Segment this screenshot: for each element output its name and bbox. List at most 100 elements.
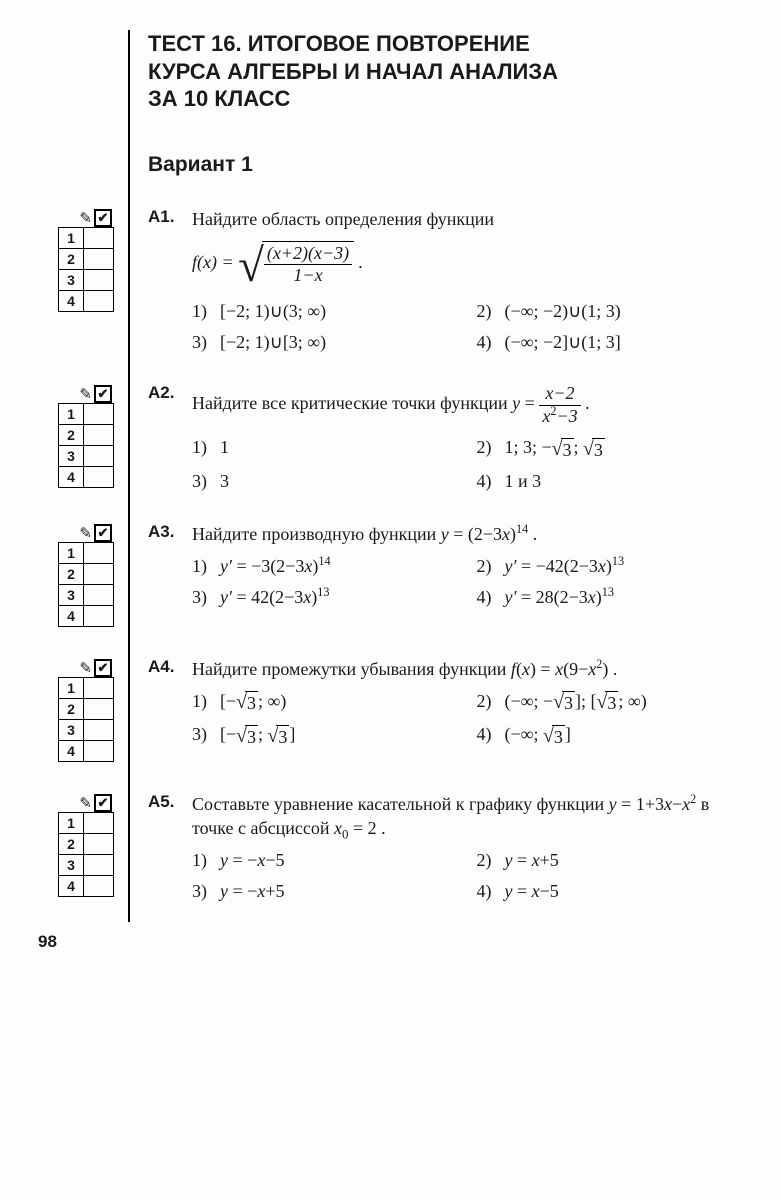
answer-grid-row: 3 bbox=[58, 446, 114, 467]
question: ✎✔1234А5.Составьте уравнение касательной… bbox=[30, 792, 751, 903]
option-number: 2) bbox=[477, 691, 505, 714]
answer-grid-cell[interactable] bbox=[84, 270, 112, 290]
header-line-3: ЗА 10 КЛАСС bbox=[148, 86, 290, 111]
option: 2)y = x+5 bbox=[477, 850, 752, 871]
question-head: А1.Найдите область определения функции bbox=[148, 207, 751, 231]
option: 2)(−∞; −√3]; [√3; ∞) bbox=[477, 691, 752, 714]
question-number: А4. bbox=[148, 657, 192, 681]
answer-grid-cell[interactable] bbox=[84, 543, 112, 563]
pencil-icon: ✎ bbox=[79, 794, 92, 812]
answer-grid-row: 4 bbox=[58, 606, 114, 627]
option-value: 3 bbox=[220, 471, 229, 492]
test-header: ТЕСТ 16. ИТОГОВОЕ ПОВТОРЕНИЕ КУРСА АЛГЕБ… bbox=[148, 30, 751, 113]
answer-grid-row: 1 bbox=[58, 677, 114, 699]
answer-grid: ✎✔1234 bbox=[30, 383, 118, 492]
answer-grid-row-number: 4 bbox=[59, 741, 84, 761]
option-value: (−∞; √3] bbox=[505, 724, 571, 747]
options-grid: 1)y = −x−52)y = x+53)y = −x+54)y = x−5 bbox=[192, 850, 751, 902]
answer-grid-cell[interactable] bbox=[84, 855, 112, 875]
header-line-2: КУРСА АЛГЕБРЫ И НАЧАЛ АНАЛИЗА bbox=[148, 59, 558, 84]
option: 1)[−2; 1)∪(3; ∞) bbox=[192, 301, 467, 322]
answer-grid-cell[interactable] bbox=[84, 741, 112, 761]
answer-grid-cell[interactable] bbox=[84, 228, 112, 248]
option-value: y = x−5 bbox=[505, 881, 559, 902]
answer-grid-row-number: 4 bbox=[59, 291, 84, 311]
variant-title: Вариант 1 bbox=[148, 153, 751, 177]
answer-grid-cell[interactable] bbox=[84, 876, 112, 896]
option-number: 3) bbox=[192, 332, 220, 353]
question-head: А4.Найдите промежутки убывания функции f… bbox=[148, 657, 751, 681]
answer-grid-cell[interactable] bbox=[84, 720, 112, 740]
check-icon: ✔ bbox=[94, 209, 112, 227]
answer-grid-cell[interactable] bbox=[84, 606, 112, 626]
options-grid: 1)12)1; 3; −√3; √33)34)1 и 3 bbox=[192, 437, 751, 491]
question-body: А5.Составьте уравнение касательной к гра… bbox=[148, 792, 751, 903]
answer-grid: ✎✔1234 bbox=[30, 657, 118, 762]
answer-grid-row: 4 bbox=[58, 467, 114, 488]
option-value: y′ = −3(2−3x)14 bbox=[220, 556, 331, 577]
answer-grid-row: 2 bbox=[58, 425, 114, 446]
option-value: 1; 3; −√3; √3 bbox=[505, 437, 605, 460]
option-number: 1) bbox=[192, 556, 220, 577]
options-grid: 1)[−2; 1)∪(3; ∞)2)(−∞; −2)∪(1; 3)3)[−2; … bbox=[192, 301, 751, 353]
question-body: А3.Найдите производную функции y = (2−3x… bbox=[148, 522, 751, 627]
option-value: (−∞; −2]∪(1; 3] bbox=[505, 332, 621, 353]
answer-grid-cell[interactable] bbox=[84, 699, 112, 719]
question-text: Найдите производную функции y = (2−3x)14… bbox=[192, 522, 751, 546]
answer-grid-cell[interactable] bbox=[84, 249, 112, 269]
answer-grid-row: 2 bbox=[58, 249, 114, 270]
option-value: y′ = 28(2−3x)13 bbox=[505, 587, 614, 608]
answer-grid-row-number: 1 bbox=[59, 404, 84, 424]
option-number: 1) bbox=[192, 850, 220, 871]
options-grid: 1)[−√3; ∞)2)(−∞; −√3]; [√3; ∞)3)[−√3; √3… bbox=[192, 691, 751, 748]
option-value: 1 и 3 bbox=[505, 471, 542, 492]
check-icon: ✔ bbox=[94, 794, 112, 812]
option-number: 2) bbox=[477, 850, 505, 871]
option-number: 1) bbox=[192, 301, 220, 322]
question-text: Найдите промежутки убывания функции f(x)… bbox=[192, 657, 751, 681]
option: 4)y = x−5 bbox=[477, 881, 752, 902]
option-number: 1) bbox=[192, 691, 220, 714]
answer-grid-row: 3 bbox=[58, 585, 114, 606]
answer-grid-row-number: 2 bbox=[59, 699, 84, 719]
answer-grid-cell[interactable] bbox=[84, 834, 112, 854]
answer-grid-row: 2 bbox=[58, 834, 114, 855]
option-number: 4) bbox=[477, 881, 505, 902]
pencil-icon: ✎ bbox=[79, 209, 92, 227]
answer-grid-cell[interactable] bbox=[84, 291, 112, 311]
question-head: А5.Составьте уравнение касательной к гра… bbox=[148, 792, 751, 841]
question: ✎✔1234А2.Найдите все критические точки ф… bbox=[30, 383, 751, 492]
answer-grid-row-number: 1 bbox=[59, 228, 84, 248]
question-formula: f(x) = √(x+2)(x−3)1−x . bbox=[192, 241, 751, 287]
answer-grid-row-number: 4 bbox=[59, 467, 84, 487]
answer-grid-row-number: 3 bbox=[59, 270, 84, 290]
question-number: А2. bbox=[148, 383, 192, 427]
answer-grid-cell[interactable] bbox=[84, 425, 112, 445]
option-number: 1) bbox=[192, 437, 220, 460]
option: 4)1 и 3 bbox=[477, 471, 752, 492]
question: ✎✔1234А1.Найдите область определения фун… bbox=[30, 207, 751, 353]
answer-grid-cell[interactable] bbox=[84, 564, 112, 584]
answer-grid-header: ✎✔ bbox=[30, 385, 118, 403]
answer-grid-header: ✎✔ bbox=[30, 659, 118, 677]
option-value: y′ = 42(2−3x)13 bbox=[220, 587, 329, 608]
answer-grid-row: 4 bbox=[58, 876, 114, 897]
question-text: Найдите область определения функции bbox=[192, 207, 751, 231]
option-value: (−∞; −2)∪(1; 3) bbox=[505, 301, 621, 322]
vertical-rule bbox=[128, 30, 130, 922]
answer-grid-row: 1 bbox=[58, 227, 114, 249]
answer-grid-header: ✎✔ bbox=[30, 209, 118, 227]
answer-grid-cell[interactable] bbox=[84, 446, 112, 466]
option-number: 4) bbox=[477, 332, 505, 353]
option-value: y′ = −42(2−3x)13 bbox=[505, 556, 625, 577]
option: 4)(−∞; √3] bbox=[477, 724, 752, 747]
question-body: А1.Найдите область определения функции f(… bbox=[148, 207, 751, 353]
answer-grid-cell[interactable] bbox=[84, 404, 112, 424]
page-number: 98 bbox=[38, 932, 751, 952]
check-icon: ✔ bbox=[94, 659, 112, 677]
answer-grid-cell[interactable] bbox=[84, 467, 112, 487]
answer-grid-cell[interactable] bbox=[84, 678, 112, 698]
answer-grid-cell[interactable] bbox=[84, 585, 112, 605]
option: 2)y′ = −42(2−3x)13 bbox=[477, 556, 752, 577]
answer-grid-cell[interactable] bbox=[84, 813, 112, 833]
